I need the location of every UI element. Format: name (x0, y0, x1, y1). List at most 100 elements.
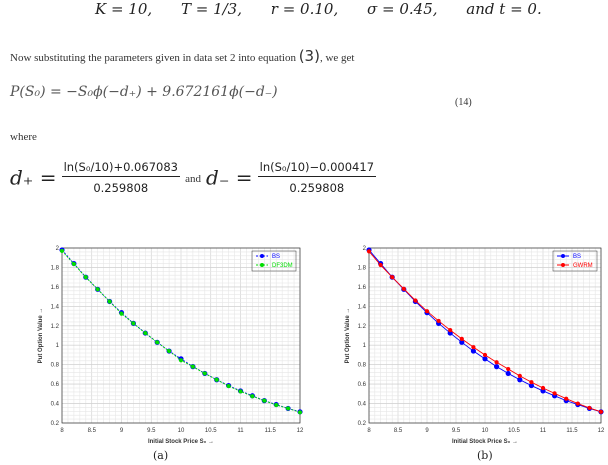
x-tick-label: 12 (598, 428, 605, 434)
data-point-gwrm (529, 380, 534, 385)
x-tick-label: 8 (367, 428, 371, 434)
dminus-fraction: ln(S₀/10)−0.000417 0.259808 (257, 160, 377, 195)
data-point-df3dm (238, 389, 243, 394)
intro-text: Now substituting the parameters given in… (10, 52, 296, 64)
param-r: r = 0.10, (270, 0, 339, 18)
y-axis-label: Put Option Value → (345, 308, 351, 364)
x-tick-label: 10.5 (205, 428, 217, 434)
y-tick-label: 2 (56, 246, 60, 252)
dminus-lhs: d₋ = (206, 165, 253, 190)
dplus-denominator: 0.259808 (93, 181, 149, 195)
dplus-lhs: d₊ = (10, 165, 57, 190)
dminus-denominator: 0.259808 (289, 181, 345, 195)
data-point-df3dm (119, 311, 124, 316)
data-point-df3dm (143, 330, 148, 336)
y-tick-label: 0.8 (358, 363, 367, 369)
y-tick-label: 0.6 (51, 382, 60, 388)
data-point-gwrm (378, 262, 383, 268)
x-tick-label: 12 (297, 428, 304, 434)
data-point-gwrm (424, 309, 430, 314)
data-point-gwrm (401, 286, 406, 291)
x-tick-label: 11 (540, 428, 547, 434)
y-tick-label: 0.2 (51, 421, 60, 427)
x-tick-label: 8.5 (394, 428, 403, 434)
y-axis-label: Put Option Value → (38, 308, 44, 364)
data-point-df3dm (297, 410, 303, 415)
legend-marker (561, 254, 565, 258)
data-point-df3dm (59, 248, 65, 254)
data-point-df3dm (83, 275, 88, 280)
data-point-gwrm (552, 391, 557, 396)
plot-frame (368, 247, 602, 424)
data-point-df3dm (155, 340, 160, 345)
caption-b: (b) (477, 449, 493, 462)
x-axis-label: Initial Stock Price S₀ → (452, 439, 518, 445)
legend-box (251, 250, 297, 272)
data-point-df3dm (107, 299, 112, 304)
param-t: T = 1/3, (180, 0, 242, 18)
legend-label-df3dm: DF3DM (272, 263, 293, 269)
data-point-df3dm (214, 377, 219, 382)
chart-a: 0.2 0.4 0.6 0.8 1 1.2 1.4 1.6 1.8 2 8 8.5 9 9.5 10 10.5… (38, 246, 304, 445)
and-text: and (185, 173, 201, 185)
data-point-gwrm (540, 385, 546, 391)
data-point-gwrm (482, 352, 488, 358)
y-tick-label: 0.8 (51, 363, 60, 369)
x-tick-label: 9 (425, 428, 429, 434)
x-tick-label: 8.5 (88, 428, 97, 434)
put-equation: P(S₀) = −S₀ϕ(−d₊) + 9.672161ϕ(−d₋) (10, 84, 278, 100)
y-tick-label: 0.2 (358, 421, 367, 427)
intro-paragraph: Now substituting the parameters given in… (10, 47, 354, 65)
equation-number: (14) (455, 97, 472, 108)
data-point-df3dm (167, 348, 172, 354)
legend-marker (561, 263, 565, 267)
x-tick-label: 11 (237, 428, 244, 434)
data-point-bs (517, 377, 523, 383)
y-tick-label: 1.6 (358, 285, 367, 291)
x-tick-label: 9 (120, 428, 124, 434)
parameter-list: K = 10, T = 1/3, r = 0.10, σ = 0.45, and… (95, 0, 566, 18)
data-point-gwrm (494, 360, 499, 365)
x-tick-label: 10.5 (508, 428, 520, 434)
data-point-bs (459, 339, 465, 345)
data-point-df3dm (250, 394, 255, 399)
intro-end: , we get (319, 52, 355, 64)
data-point-df3dm (274, 402, 279, 408)
y-tick-label: 1.4 (51, 304, 60, 310)
data-point-gwrm (598, 409, 604, 414)
param-sigma: σ = 0.45, (367, 0, 438, 18)
d-definitions: d₊ = ln(S₀/10)+0.067083 0.259808 and d₋ =… (10, 160, 377, 195)
legend-label-bs: BS (272, 254, 280, 260)
legend-marker (260, 263, 264, 267)
data-point-gwrm (390, 275, 395, 280)
y-tick-label: 1.8 (358, 265, 367, 271)
data-point-gwrm (413, 298, 418, 303)
y-tick-label: 1 (363, 343, 367, 349)
y-tick-label: 1 (56, 343, 60, 349)
data-point-gwrm (366, 249, 372, 254)
data-point-df3dm (286, 406, 291, 411)
x-tick-label: 10 (482, 428, 489, 434)
x-tick-label: 11.5 (566, 428, 578, 434)
plot-frame (61, 247, 301, 424)
data-point-bs (494, 364, 500, 370)
data-point-df3dm (131, 321, 136, 326)
data-point-gwrm (459, 336, 464, 342)
caption-a: (a) (153, 449, 169, 462)
y-tick-label: 0.4 (51, 402, 60, 408)
data-point-gwrm (587, 405, 592, 411)
x-tick-label: 8 (60, 428, 64, 434)
data-point-bs (528, 382, 534, 389)
dplus-numerator: ln(S₀/10)+0.067083 (61, 160, 180, 177)
data-point-df3dm (202, 371, 207, 376)
data-point-bs (505, 370, 511, 377)
y-tick-label: 1.6 (51, 285, 60, 291)
data-point-df3dm (178, 358, 184, 363)
data-point-gwrm (448, 328, 453, 333)
equation-reference: (3) (298, 47, 320, 65)
chart-b: 0.2 0.4 0.6 0.8 1 1.2 1.4 1.6 1.8 2 8 8.5 9 9.5 10 10.5… (345, 246, 605, 445)
data-point-gwrm (436, 318, 441, 324)
where-text: where (10, 131, 37, 143)
x-tick-label: 9.5 (452, 428, 461, 434)
data-point-df3dm (190, 364, 195, 369)
